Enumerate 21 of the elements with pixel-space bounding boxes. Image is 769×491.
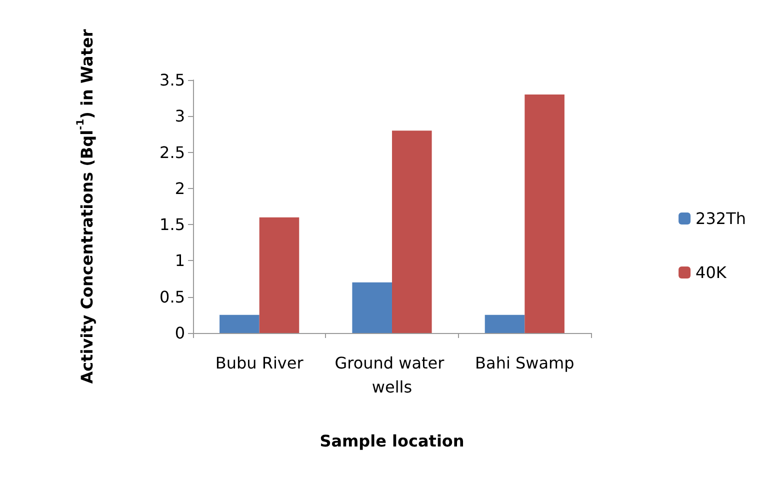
x-tick-label: Bahi Swamp xyxy=(475,354,574,372)
y-tick-label: 0.5 xyxy=(160,287,185,306)
y-tick-label: 3 xyxy=(174,106,185,126)
y-tick-label: 2.5 xyxy=(160,142,185,162)
bar xyxy=(259,217,300,333)
y-tick-label: 0 xyxy=(174,324,185,342)
legend-label: 232Th xyxy=(696,209,746,228)
y-tick-label: 2 xyxy=(174,178,185,198)
y-tick-label: 1.5 xyxy=(160,215,185,234)
y-tick-label: 1 xyxy=(174,251,185,270)
bar xyxy=(524,94,564,333)
x-tick-label: Bubu River xyxy=(215,354,304,372)
bar xyxy=(220,314,260,333)
bar xyxy=(484,314,525,333)
bar xyxy=(352,282,392,333)
bar xyxy=(392,130,432,333)
x-tick-label: Ground water wells xyxy=(334,354,450,396)
y-tick-label: 3.5 xyxy=(160,70,185,90)
legend-label: 40K xyxy=(696,263,727,282)
y-axis-title: Activity Concentrations (Bql-1) in Water xyxy=(76,29,96,384)
x-axis-title: Sample location xyxy=(320,432,464,450)
